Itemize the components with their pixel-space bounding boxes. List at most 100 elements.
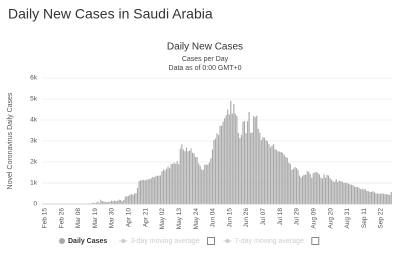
page-title: Daily New Cases in Saudi Arabia	[8, 6, 213, 22]
bar	[242, 121, 244, 204]
bar	[334, 181, 336, 204]
bar	[217, 134, 220, 204]
bar	[161, 171, 163, 204]
bar	[390, 192, 392, 204]
bar	[141, 179, 143, 204]
bar	[100, 199, 102, 204]
bar	[106, 201, 108, 204]
bar	[282, 152, 284, 204]
bar	[204, 164, 206, 204]
y-tick-label: 0	[33, 201, 37, 208]
bar	[109, 201, 111, 204]
x-tick-label: Mar 08	[75, 208, 82, 229]
bar	[121, 201, 123, 204]
bar	[387, 194, 389, 204]
x-tick-label: Jul 29	[294, 208, 301, 226]
legend-label[interactable]: 7-day moving average	[235, 238, 304, 245]
bar	[236, 115, 238, 204]
bar	[173, 162, 175, 204]
bar	[126, 196, 128, 204]
x-tick-label: Mar 19	[92, 208, 99, 229]
bar	[201, 169, 203, 204]
legend-label[interactable]: Daily Cases	[68, 238, 107, 245]
x-tick-label: Jun 15	[226, 208, 233, 228]
bar	[147, 179, 149, 204]
bar	[295, 168, 298, 204]
bar	[129, 194, 131, 204]
x-tick-label: Apr 21	[142, 208, 149, 228]
chart-title: Daily New Cases	[167, 42, 243, 53]
legend-label[interactable]: 3-day moving average	[130, 238, 199, 245]
bar	[262, 137, 264, 204]
bar	[181, 144, 183, 204]
bar	[225, 115, 227, 204]
bar	[327, 175, 330, 204]
bar	[165, 168, 168, 204]
bar	[298, 175, 301, 204]
bar	[140, 180, 142, 204]
bar	[234, 113, 236, 204]
legend-marker[interactable]	[121, 239, 126, 243]
bar	[369, 191, 371, 204]
bar	[138, 181, 140, 204]
bar	[383, 193, 385, 204]
bar	[136, 187, 139, 204]
bar	[331, 179, 333, 204]
y-tick-label: 1k	[30, 180, 38, 187]
bar	[182, 149, 184, 204]
bar	[350, 184, 353, 204]
legend-marker[interactable]	[225, 239, 230, 243]
bar	[188, 150, 191, 204]
bar	[250, 132, 252, 204]
legend-checkbox[interactable]	[311, 237, 320, 245]
bar	[246, 121, 249, 204]
bar	[228, 114, 230, 204]
bar	[95, 202, 97, 204]
bar	[370, 191, 372, 204]
bar	[257, 128, 259, 204]
bar	[259, 132, 261, 204]
bar	[381, 193, 383, 204]
bar	[112, 201, 114, 204]
bar	[195, 157, 197, 204]
x-tick-label: Aug 31	[344, 208, 351, 229]
bar	[155, 176, 157, 204]
bar	[233, 104, 235, 204]
bar	[143, 180, 145, 204]
bar	[340, 181, 342, 204]
bar	[221, 125, 223, 204]
y-tick-label: 6k	[30, 75, 38, 82]
bar	[343, 182, 345, 204]
x-tick-label: Jun 04	[210, 208, 217, 228]
bar	[309, 174, 311, 204]
bar	[364, 188, 366, 204]
bar	[274, 149, 276, 204]
bar	[276, 150, 278, 204]
bar	[253, 115, 255, 204]
bar	[312, 173, 314, 204]
bar	[289, 164, 291, 204]
bar	[133, 193, 136, 204]
bar	[92, 202, 94, 204]
bar	[123, 200, 125, 204]
bar	[210, 158, 212, 204]
bar	[315, 172, 317, 204]
bar	[152, 176, 154, 204]
bar	[279, 151, 281, 204]
x-tick-label: May 24	[193, 208, 200, 230]
legend-checkbox[interactable]	[207, 237, 215, 245]
bar	[164, 170, 166, 204]
bar	[332, 181, 334, 204]
bar	[191, 152, 194, 204]
bar	[346, 182, 348, 204]
bar	[149, 178, 151, 204]
bar	[260, 140, 262, 204]
bar	[341, 181, 343, 204]
bar	[114, 200, 116, 204]
bar	[389, 194, 391, 204]
legend-marker[interactable]	[59, 238, 65, 244]
bar	[159, 175, 162, 204]
bar	[120, 199, 122, 204]
bar	[308, 171, 310, 204]
bar	[326, 175, 328, 204]
